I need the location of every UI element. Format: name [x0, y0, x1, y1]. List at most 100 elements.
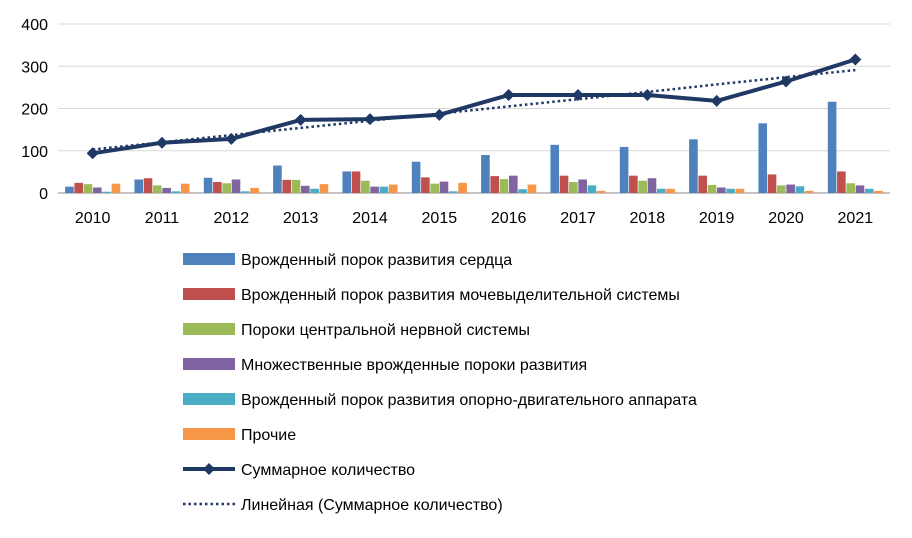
bar	[143, 178, 153, 193]
legend-swatch	[183, 323, 235, 335]
bar	[203, 177, 213, 193]
y-tick-label: 300	[21, 59, 48, 76]
bar	[180, 183, 190, 193]
x-tick-label: 2018	[630, 210, 666, 227]
bar	[707, 184, 717, 193]
bar	[786, 184, 795, 193]
legend-swatch	[183, 288, 235, 300]
bar	[342, 171, 352, 193]
bar	[74, 182, 84, 193]
legend-label: Врожденный порок развития мочевыделитель…	[241, 287, 680, 304]
bar	[666, 188, 675, 193]
line-marker	[502, 88, 515, 101]
bar	[481, 154, 490, 193]
bar	[93, 187, 102, 193]
line-marker	[294, 113, 307, 126]
line-marker	[780, 75, 792, 88]
bar	[231, 179, 241, 193]
series-line	[92, 57, 856, 156]
bar	[83, 184, 93, 193]
bar	[698, 175, 708, 193]
y-tick-label: 200	[21, 102, 48, 119]
bar	[578, 179, 587, 193]
line-marker	[641, 88, 654, 101]
legend: Врожденный порок развития сердца Врожденн…	[183, 252, 697, 514]
bar	[837, 171, 846, 193]
y-tick-label: 100	[21, 144, 48, 161]
bar	[273, 165, 282, 193]
x-tick-label: 2011	[145, 210, 180, 227]
bar	[458, 182, 467, 193]
bar	[777, 185, 786, 193]
legend-swatch	[183, 358, 235, 370]
x-axis: 2010 2011 2012 2013 2014 2015 2016 2017 2018 2019…	[75, 210, 873, 227]
x-tick-label: 2016	[491, 210, 527, 227]
trendline	[92, 68, 856, 151]
x-tick-label: 2019	[699, 210, 735, 227]
legend-swatch	[183, 428, 235, 440]
bar	[717, 187, 726, 193]
bar	[291, 179, 301, 193]
legend-swatch	[183, 393, 235, 405]
bar	[758, 123, 768, 193]
bar	[509, 175, 518, 193]
bar	[65, 186, 74, 193]
bar	[569, 182, 578, 193]
bar	[827, 101, 837, 193]
y-tick-label: 400	[21, 17, 48, 34]
bar	[490, 176, 500, 193]
line-marker	[849, 53, 862, 66]
bar	[619, 146, 629, 193]
bar	[647, 178, 657, 193]
x-tick-label: 2010	[75, 210, 111, 227]
x-tick-label: 2021	[838, 210, 874, 227]
bar	[411, 161, 421, 193]
bar	[874, 190, 883, 193]
bar	[499, 179, 509, 193]
x-tick-label: 2020	[768, 210, 804, 227]
legend-label: Прочие	[241, 427, 296, 444]
bar	[439, 181, 449, 193]
legend-label: Линейная (Суммарное количество)	[241, 497, 503, 514]
line-marker	[572, 88, 584, 101]
legend-label: Врожденный порок развития сердца	[241, 252, 512, 269]
bar	[282, 179, 292, 193]
bar	[310, 188, 319, 193]
line-marker	[86, 147, 99, 160]
y-tick-label: 0	[39, 186, 48, 203]
bar	[448, 191, 458, 193]
bar	[656, 188, 666, 193]
bar	[430, 183, 439, 193]
gridlines	[58, 23, 890, 194]
bar	[804, 190, 814, 193]
bar	[550, 144, 560, 193]
bar	[134, 179, 144, 193]
bar	[735, 188, 745, 193]
legend-swatch	[183, 253, 235, 265]
x-tick-label: 2017	[560, 210, 596, 227]
x-tick-label: 2014	[352, 210, 388, 227]
bar	[213, 182, 222, 193]
bar	[587, 185, 597, 193]
bar	[388, 184, 398, 193]
bar	[171, 191, 181, 193]
bar	[240, 191, 250, 193]
y-axis: 0 100 200 300 400	[21, 17, 48, 203]
line-series-group	[86, 53, 862, 160]
x-tick-label: 2013	[283, 210, 319, 227]
legend-label: Множественные врожденные пороки развития	[241, 357, 587, 374]
bar	[379, 186, 389, 193]
bar	[638, 180, 647, 193]
bar	[726, 188, 735, 193]
bar	[518, 189, 527, 193]
bar	[864, 188, 874, 193]
legend-label: Суммарное количество	[241, 462, 415, 479]
line-marker	[710, 94, 723, 107]
x-tick-label: 2015	[422, 210, 458, 227]
bar	[370, 186, 379, 193]
bar	[855, 185, 865, 193]
bar	[629, 175, 638, 193]
bar	[421, 177, 430, 193]
